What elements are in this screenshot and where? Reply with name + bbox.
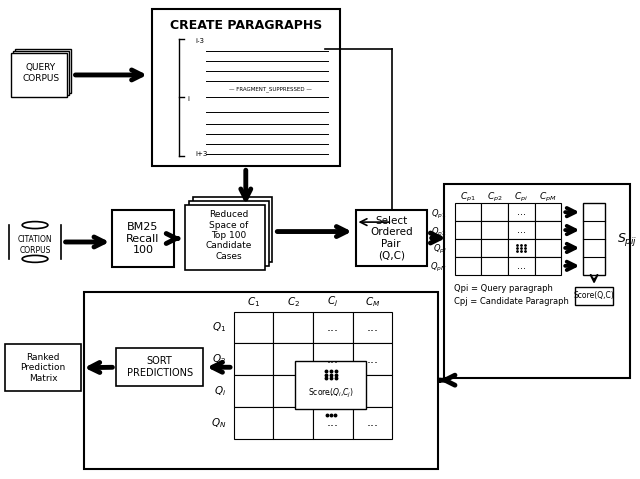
Text: Reduced
Space of
Top 100
Candidate
Cases: Reduced Space of Top 100 Candidate Cases [206, 210, 252, 261]
FancyBboxPatch shape [444, 184, 630, 378]
Text: $Q_1$: $Q_1$ [212, 320, 226, 334]
Text: ...: ... [367, 353, 378, 366]
FancyBboxPatch shape [295, 361, 367, 409]
Text: $C_1$: $C_1$ [247, 295, 260, 308]
FancyBboxPatch shape [353, 311, 392, 343]
Text: $C_2$: $C_2$ [287, 295, 300, 308]
Text: Score($Q_i$,$C_j$): Score($Q_i$,$C_j$) [308, 387, 354, 400]
FancyBboxPatch shape [189, 201, 269, 266]
FancyBboxPatch shape [273, 311, 313, 343]
FancyBboxPatch shape [508, 239, 534, 257]
Text: $C_j$: $C_j$ [327, 295, 339, 309]
FancyBboxPatch shape [353, 343, 392, 375]
FancyBboxPatch shape [534, 239, 561, 257]
Text: — FRAGMENT_SUPPRESSED —: — FRAGMENT_SUPPRESSED — [229, 86, 312, 91]
FancyBboxPatch shape [454, 203, 481, 221]
Text: $C_{p1}$: $C_{p1}$ [460, 191, 476, 204]
Text: ...: ... [327, 321, 339, 334]
Text: BM25
Recall
100: BM25 Recall 100 [126, 222, 159, 255]
Text: CITATION
CORPUS: CITATION CORPUS [18, 235, 52, 255]
Text: $C_M$: $C_M$ [365, 295, 380, 308]
Text: Cpj = Candidate Paragraph: Cpj = Candidate Paragraph [454, 297, 568, 306]
FancyBboxPatch shape [152, 10, 340, 166]
FancyBboxPatch shape [481, 239, 508, 257]
FancyBboxPatch shape [13, 51, 68, 95]
FancyBboxPatch shape [575, 287, 613, 305]
FancyBboxPatch shape [234, 343, 273, 375]
FancyBboxPatch shape [508, 221, 534, 239]
FancyBboxPatch shape [234, 375, 273, 407]
Text: $Q_{pi}$: $Q_{pi}$ [433, 243, 447, 256]
FancyBboxPatch shape [234, 407, 273, 439]
Text: $S_{pij}$: $S_{pij}$ [616, 230, 637, 248]
Text: $Q_2$: $Q_2$ [212, 353, 226, 366]
Text: $Q_{pN}$: $Q_{pN}$ [430, 261, 447, 274]
FancyBboxPatch shape [273, 375, 313, 407]
FancyBboxPatch shape [454, 221, 481, 239]
FancyBboxPatch shape [353, 407, 392, 439]
FancyBboxPatch shape [356, 210, 427, 266]
FancyBboxPatch shape [508, 257, 534, 275]
FancyBboxPatch shape [454, 257, 481, 275]
Text: i-3: i-3 [195, 38, 204, 44]
FancyBboxPatch shape [481, 203, 508, 221]
FancyBboxPatch shape [454, 239, 481, 257]
FancyBboxPatch shape [234, 311, 273, 343]
Text: i+3: i+3 [195, 151, 208, 158]
FancyBboxPatch shape [12, 53, 67, 97]
FancyBboxPatch shape [5, 344, 81, 391]
FancyBboxPatch shape [534, 221, 561, 239]
Text: CREATE PARAGRAPHS: CREATE PARAGRAPHS [170, 19, 322, 32]
Text: $Q_{p2}$: $Q_{p2}$ [431, 226, 447, 239]
FancyBboxPatch shape [534, 257, 561, 275]
FancyBboxPatch shape [112, 210, 173, 267]
Text: ...: ... [367, 321, 378, 334]
Text: Select
Ordered
Pair
(Q,C): Select Ordered Pair (Q,C) [370, 216, 413, 261]
FancyBboxPatch shape [481, 221, 508, 239]
FancyBboxPatch shape [15, 49, 70, 93]
Text: $C_{pM}$: $C_{pM}$ [540, 191, 557, 204]
FancyBboxPatch shape [534, 203, 561, 221]
FancyBboxPatch shape [508, 203, 534, 221]
Text: QUERY
CORPUS: QUERY CORPUS [22, 63, 60, 83]
FancyBboxPatch shape [116, 348, 204, 386]
Text: SORT
PREDICTIONS: SORT PREDICTIONS [127, 356, 193, 378]
Text: $Q_N$: $Q_N$ [211, 416, 226, 430]
Text: ...: ... [367, 416, 378, 430]
FancyBboxPatch shape [83, 292, 438, 468]
FancyBboxPatch shape [583, 203, 605, 275]
Text: $Q_{p1}$: $Q_{p1}$ [431, 207, 447, 221]
Text: ...: ... [327, 353, 339, 366]
Text: ...: ... [327, 385, 339, 398]
FancyBboxPatch shape [353, 375, 392, 407]
Text: Qpi = Query paragraph: Qpi = Query paragraph [454, 284, 552, 293]
FancyBboxPatch shape [313, 407, 353, 439]
Text: ...: ... [517, 261, 526, 271]
Ellipse shape [22, 255, 48, 262]
Text: i: i [188, 96, 189, 102]
Text: $Q_i$: $Q_i$ [214, 384, 226, 398]
FancyBboxPatch shape [481, 257, 508, 275]
Text: $C_{p2}$: $C_{p2}$ [487, 191, 502, 204]
Text: ...: ... [517, 225, 526, 235]
Text: ...: ... [517, 207, 526, 217]
FancyBboxPatch shape [313, 311, 353, 343]
Text: Score(Q,C): Score(Q,C) [573, 291, 614, 300]
FancyBboxPatch shape [313, 375, 353, 407]
FancyBboxPatch shape [273, 407, 313, 439]
FancyBboxPatch shape [273, 343, 313, 375]
Ellipse shape [22, 222, 48, 228]
FancyBboxPatch shape [193, 197, 273, 262]
FancyBboxPatch shape [186, 205, 264, 270]
Text: ...: ... [327, 416, 339, 430]
FancyBboxPatch shape [313, 343, 353, 375]
Text: Ranked
Prediction
Matrix: Ranked Prediction Matrix [20, 353, 65, 383]
Text: $C_{pi}$: $C_{pi}$ [515, 191, 529, 204]
